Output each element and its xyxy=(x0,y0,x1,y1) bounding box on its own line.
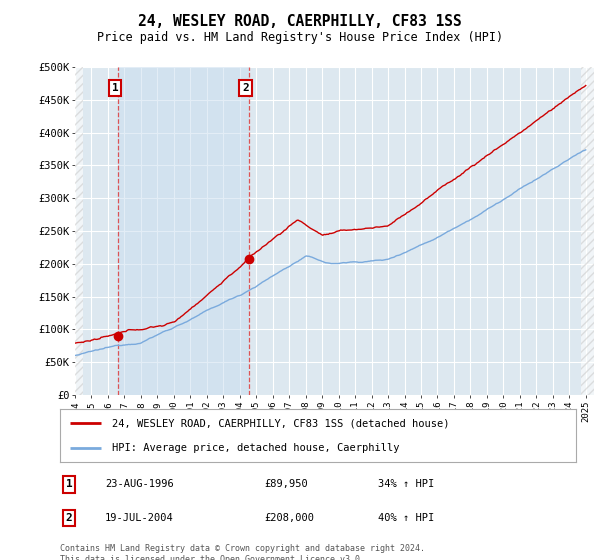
Bar xyxy=(581,67,594,395)
Bar xyxy=(75,67,83,395)
Text: HPI: Average price, detached house, Caerphilly: HPI: Average price, detached house, Caer… xyxy=(112,442,399,452)
Text: 1: 1 xyxy=(112,83,119,93)
Text: Price paid vs. HM Land Registry's House Price Index (HPI): Price paid vs. HM Land Registry's House … xyxy=(97,31,503,44)
Text: 24, WESLEY ROAD, CAERPHILLY, CF83 1SS (detached house): 24, WESLEY ROAD, CAERPHILLY, CF83 1SS (d… xyxy=(112,418,449,428)
Text: 24, WESLEY ROAD, CAERPHILLY, CF83 1SS: 24, WESLEY ROAD, CAERPHILLY, CF83 1SS xyxy=(138,14,462,29)
Text: 2: 2 xyxy=(242,83,249,93)
Text: 23-AUG-1996: 23-AUG-1996 xyxy=(105,479,174,489)
Text: 40% ↑ HPI: 40% ↑ HPI xyxy=(378,513,434,523)
Text: £208,000: £208,000 xyxy=(264,513,314,523)
Text: 1: 1 xyxy=(65,479,73,489)
Text: 2: 2 xyxy=(65,513,73,523)
Text: 34% ↑ HPI: 34% ↑ HPI xyxy=(378,479,434,489)
Text: Contains HM Land Registry data © Crown copyright and database right 2024.
This d: Contains HM Land Registry data © Crown c… xyxy=(60,544,425,560)
Text: 19-JUL-2004: 19-JUL-2004 xyxy=(105,513,174,523)
Text: £89,950: £89,950 xyxy=(264,479,308,489)
Bar xyxy=(118,67,248,395)
